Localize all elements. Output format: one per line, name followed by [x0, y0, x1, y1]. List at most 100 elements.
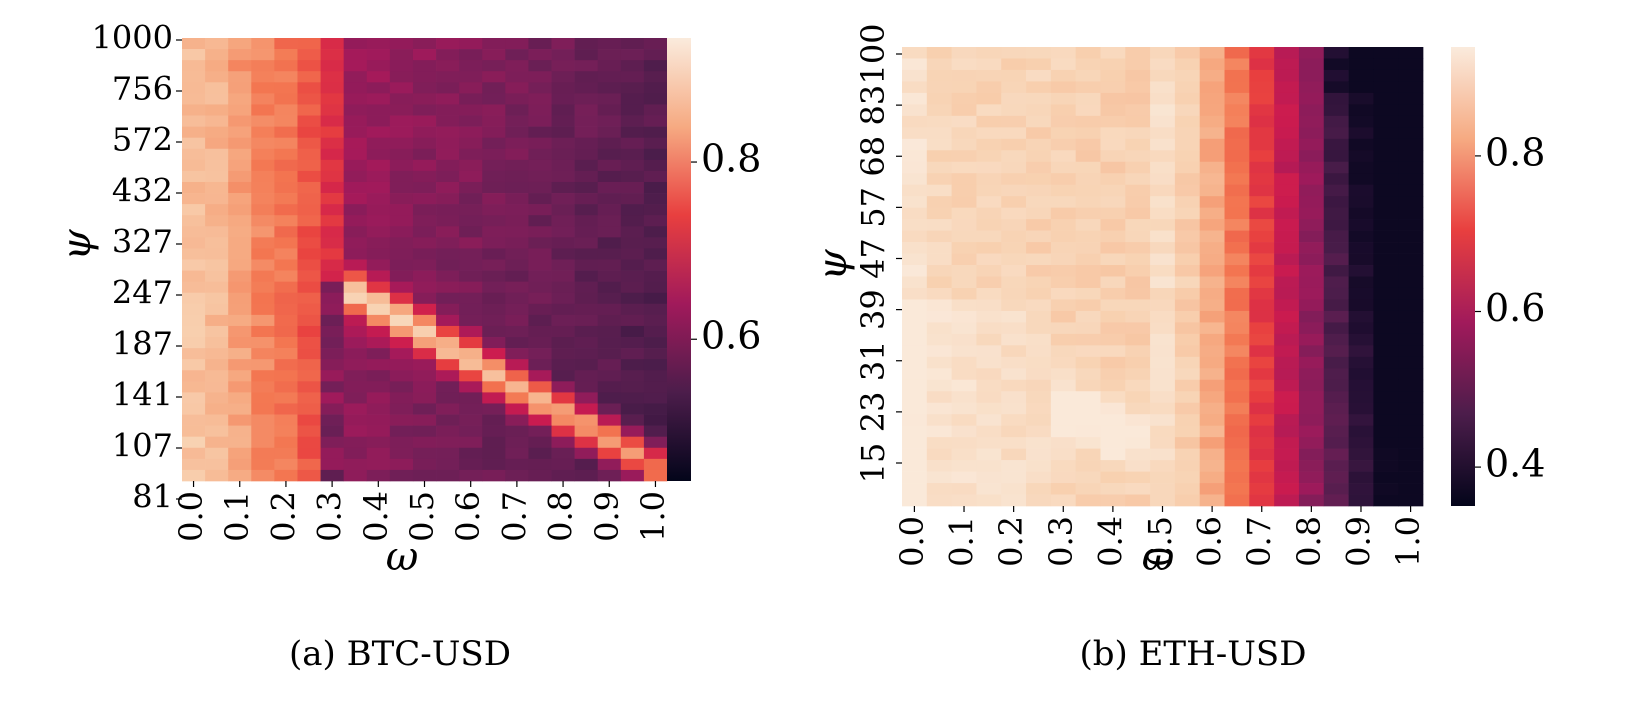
heatmap-cell-eth	[1274, 437, 1300, 449]
heatmap-cell-btc	[436, 159, 460, 172]
heatmap-cell-eth	[1249, 448, 1275, 461]
heatmap-cell-eth	[1274, 127, 1300, 140]
heatmap-cell-eth	[1050, 196, 1077, 208]
heatmap-cell-btc	[343, 348, 368, 360]
heatmap-cell-eth	[902, 230, 928, 243]
heatmap-cell-eth	[976, 437, 1002, 449]
heatmap-cell-btc	[182, 115, 206, 127]
heatmap-cell-eth	[1075, 483, 1101, 495]
heatmap-cell-btc	[436, 359, 460, 371]
heatmap-cell-btc	[482, 49, 506, 61]
heatmap-cell-btc	[343, 115, 368, 127]
heatmap-cell-eth	[976, 414, 1002, 427]
heatmap-cell-btc	[274, 314, 298, 327]
heatmap-cell-eth	[976, 173, 1002, 186]
heatmap-cell-eth	[1249, 47, 1275, 59]
heatmap-cell-btc	[297, 126, 321, 139]
heatmap-cell-btc	[182, 60, 206, 72]
heatmap-cell-btc	[620, 159, 645, 172]
heatmap-cell-btc	[320, 370, 345, 382]
heatmap-cell-eth	[902, 402, 928, 415]
heatmap-cell-btc	[343, 82, 368, 94]
heatmap-cell-eth	[1348, 425, 1374, 438]
heatmap-cell-eth	[1050, 333, 1077, 346]
heatmap-cell-btc	[436, 137, 460, 150]
heatmap-cell-eth	[1001, 58, 1027, 71]
heatmap-cell-eth	[1249, 92, 1275, 105]
heatmap-cell-btc	[320, 148, 345, 161]
heatmap-cell-eth	[926, 92, 952, 105]
heatmap-cell-btc	[182, 381, 206, 393]
heatmap-cell-btc	[482, 303, 506, 316]
heatmap-cell-eth	[951, 483, 977, 495]
heatmap-cell-btc	[297, 314, 321, 327]
heatmap-cell-eth	[1298, 242, 1325, 254]
heatmap-cell-eth	[926, 437, 952, 449]
heatmap-cell-btc	[228, 337, 252, 349]
heatmap-cell-eth	[926, 230, 952, 243]
heatmap-cell-btc	[389, 370, 414, 382]
heatmap-cell-eth	[1348, 184, 1374, 197]
heatmap-cell-btc	[205, 215, 229, 227]
heatmap-cell-eth	[976, 483, 1002, 495]
heatmap-cell-eth	[1150, 47, 1176, 59]
heatmap-cell-eth	[1125, 184, 1151, 197]
heatmap-cell-eth	[976, 310, 1002, 323]
heatmap-cell-eth	[926, 299, 952, 312]
heatmap-cell-btc	[205, 348, 229, 360]
heatmap-cell-eth	[1026, 242, 1052, 254]
heatmap-cell-btc	[643, 104, 668, 116]
heatmap-cell-eth	[1348, 69, 1374, 82]
heatmap-cell-eth	[1050, 104, 1077, 117]
heatmap-cell-eth	[902, 276, 928, 289]
heatmap-cell-btc	[205, 159, 229, 172]
heatmap-cell-eth	[1348, 150, 1374, 163]
heatmap-cell-eth	[1348, 356, 1374, 369]
heatmap-cell-btc	[574, 170, 599, 183]
heatmap-cell-btc	[436, 281, 460, 294]
heatmap-cell-eth	[1348, 494, 1374, 507]
heatmap-cell-eth	[951, 81, 977, 94]
heatmap-cell-eth	[902, 184, 928, 197]
heatmap-cell-eth	[1100, 242, 1126, 254]
heatmap-cell-btc	[459, 181, 483, 194]
heatmap-cell-eth	[1125, 299, 1151, 312]
heatmap-cell-btc	[205, 337, 229, 349]
heatmap-cell-eth	[1026, 391, 1052, 404]
heatmap-cell-eth	[1125, 219, 1151, 231]
heatmap-cell-btc	[389, 281, 414, 294]
heatmap-cell-btc	[620, 49, 645, 61]
heatmap-cell-eth	[1398, 242, 1424, 254]
heatmap-cell-btc	[343, 359, 368, 371]
heatmap-cell-btc	[205, 137, 229, 150]
heatmap-cell-eth	[926, 219, 952, 231]
heatmap-cell-btc	[459, 248, 483, 260]
x-tick-label-btc: 1.0	[634, 491, 672, 542]
heatmap-cell-btc	[320, 325, 345, 338]
heatmap-cell-btc	[228, 215, 252, 227]
heatmap-cell-btc	[343, 71, 368, 83]
heatmap-cell-eth	[1323, 81, 1349, 94]
heatmap-cell-eth	[1398, 402, 1424, 415]
heatmap-cell-btc	[343, 137, 368, 150]
heatmap-cell-btc	[574, 303, 599, 316]
heatmap-cell-eth	[1100, 437, 1126, 449]
heatmap-cell-eth	[1274, 460, 1300, 472]
heatmap-cell-eth	[1050, 483, 1077, 495]
heatmap-cell-eth	[1224, 287, 1250, 300]
heatmap-cell-eth	[1249, 58, 1275, 71]
heatmap-cell-btc	[620, 403, 645, 415]
heatmap-cell-eth	[1249, 150, 1275, 163]
heatmap-cell-eth	[1026, 460, 1052, 472]
heatmap-cell-eth	[902, 219, 928, 231]
heatmap-cell-btc	[505, 425, 529, 438]
heatmap-cell-btc	[412, 469, 437, 482]
heatmap-cell-eth	[951, 391, 977, 404]
heatmap-cell-eth	[1398, 345, 1424, 358]
heatmap-cell-eth	[1199, 265, 1225, 277]
heatmap-cell-eth	[1323, 104, 1349, 117]
heatmap-cell-eth	[951, 345, 977, 358]
heatmap-cell-eth	[1174, 230, 1201, 243]
heatmap-cell-btc	[643, 392, 668, 404]
heatmap-cell-btc	[597, 381, 622, 393]
